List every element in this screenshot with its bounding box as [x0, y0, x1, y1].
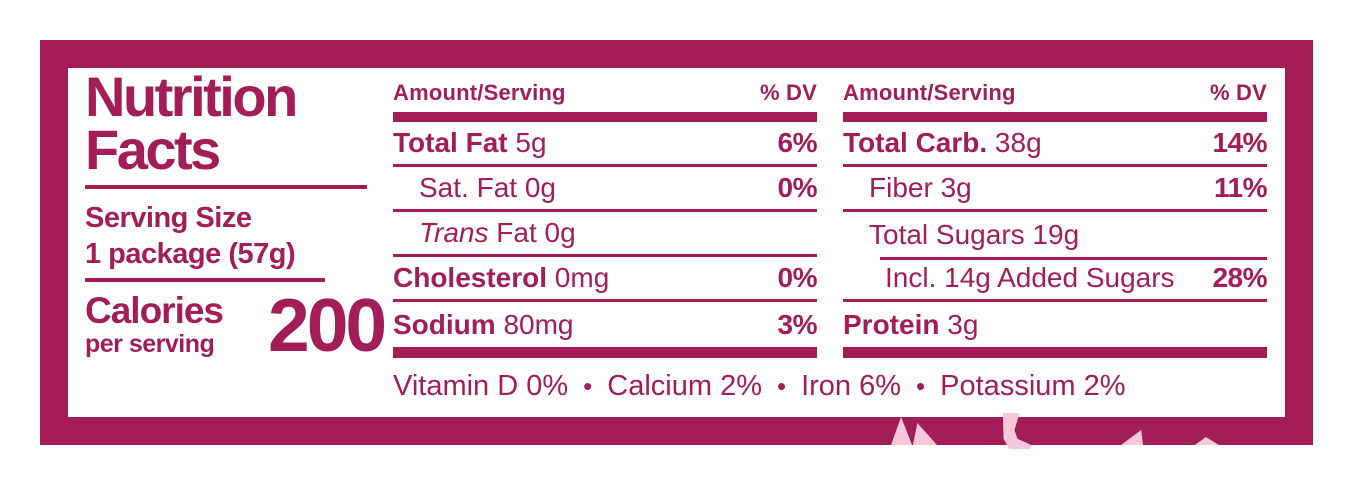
nutrient-rows: Total Carb. 38g 14% Fiber 3g 11% Total S…: [843, 122, 1268, 347]
bullet-separator: •: [916, 371, 926, 401]
calcium-value: Calcium 2%: [607, 370, 762, 402]
amount-serving-header: Amount/Serving: [843, 80, 1016, 105]
nutrient-amount: 0mg: [547, 262, 610, 293]
potassium-value: Potassium 2%: [940, 370, 1126, 402]
vitamin-d-value: Vitamin D 0%: [393, 370, 569, 402]
nutrient-name: Fiber 3g: [869, 172, 972, 203]
row-cholesterol: Cholesterol 0mg 0%: [393, 257, 818, 302]
dv-value: 6%: [777, 127, 818, 158]
dv-value: 0%: [777, 262, 818, 293]
nutrient-amount: 5g: [507, 127, 547, 158]
nutrient-name: Cholesterol: [393, 262, 548, 293]
calories-value: 200: [268, 283, 387, 367]
calories-label: Calories: [85, 290, 224, 331]
row-trans-fat: Trans Fat 0g: [393, 212, 817, 257]
bullet-separator: •: [583, 371, 593, 401]
nutrient-name: Total Carb.: [843, 127, 988, 158]
micronutrients-row: Vitamin D 0% • Calcium 2% • Iron 6% • Po…: [393, 370, 1126, 403]
nutrient-amount: 80mg: [495, 308, 574, 340]
iron-value: Iron 6%: [801, 370, 902, 402]
label-title: Nutrition Facts: [85, 65, 298, 181]
percent-dv-header: % DV: [759, 80, 817, 105]
label-content-area: Nutrition Facts Serving Size 1 package (…: [68, 68, 1285, 417]
dv-value: 14%: [1212, 127, 1267, 158]
divider-thick: [843, 347, 1267, 358]
row-total-fat: Total Fat 5g 6%: [393, 122, 818, 167]
column-header: Amount/Serving % DV: [393, 80, 817, 106]
serving-size-value: 1 package (57g): [85, 238, 296, 270]
left-panel: Nutrition Facts Serving Size 1 package (…: [85, 68, 390, 417]
nutrient-name: Protein: [843, 308, 940, 340]
dv-value: 28%: [1212, 262, 1267, 293]
nutrient-name: Incl. 14g Added Sugars: [885, 262, 1175, 293]
row-total-carb: Total Carb. 38g 14%: [843, 122, 1267, 167]
calories-sublabel: per serving: [85, 330, 215, 358]
dv-value: 0%: [777, 172, 818, 203]
row-sodium: Sodium 80mg 3%: [393, 302, 818, 347]
column-header: Amount/Serving % DV: [843, 80, 1267, 106]
title-line-1: Nutrition: [85, 65, 298, 128]
decor-leaf-shape: [1195, 437, 1219, 445]
nutrient-column-left: Amount/Serving % DV Total Fat 5g 6% Sat.…: [393, 68, 818, 417]
dv-value: 11%: [1214, 172, 1268, 203]
title-line-2: Facts: [85, 118, 221, 181]
nutrient-rows: Total Fat 5g 6% Sat. Fat 0g 0% Trans Fat…: [393, 122, 818, 347]
row-sat-fat: Sat. Fat 0g 0%: [393, 167, 818, 212]
percent-dv-header: % DV: [1209, 80, 1267, 105]
nutrient-name: Total Sugars 19g: [869, 218, 1080, 250]
row-fiber: Fiber 3g 11%: [843, 167, 1268, 212]
divider-thick: [843, 112, 1267, 122]
row-protein: Protein 3g: [843, 302, 1267, 347]
nutrient-amount: 38g: [987, 127, 1042, 158]
label-frame: Nutrition Facts Serving Size 1 package (…: [40, 40, 1313, 445]
serving-size-label: Serving Size: [85, 202, 252, 234]
nutrient-amount: 3g: [939, 308, 979, 340]
divider-thick: [393, 112, 817, 122]
nutrient-name: Trans: [419, 217, 489, 248]
divider-under-serving: [85, 278, 325, 282]
nutrient-name: Sat. Fat 0g: [419, 172, 556, 203]
row-added-sugars: Incl. 14g Added Sugars 28%: [843, 257, 1267, 302]
nutrient-name: Total Fat: [393, 127, 508, 158]
nutrient-name: Sodium: [393, 308, 496, 340]
divider-indented: [880, 257, 1267, 260]
divider-under-title: [85, 185, 367, 189]
nutrient-column-right: Amount/Serving % DV Total Carb. 38g 14% …: [843, 68, 1268, 417]
bullet-separator: •: [776, 371, 787, 401]
amount-serving-header: Amount/Serving: [393, 80, 566, 105]
nutrient-amount: Fat 0g: [488, 217, 576, 248]
divider-thick: [393, 347, 817, 358]
row-total-sugars: Total Sugars 19g: [843, 212, 1267, 260]
dv-value: 3%: [777, 308, 818, 340]
